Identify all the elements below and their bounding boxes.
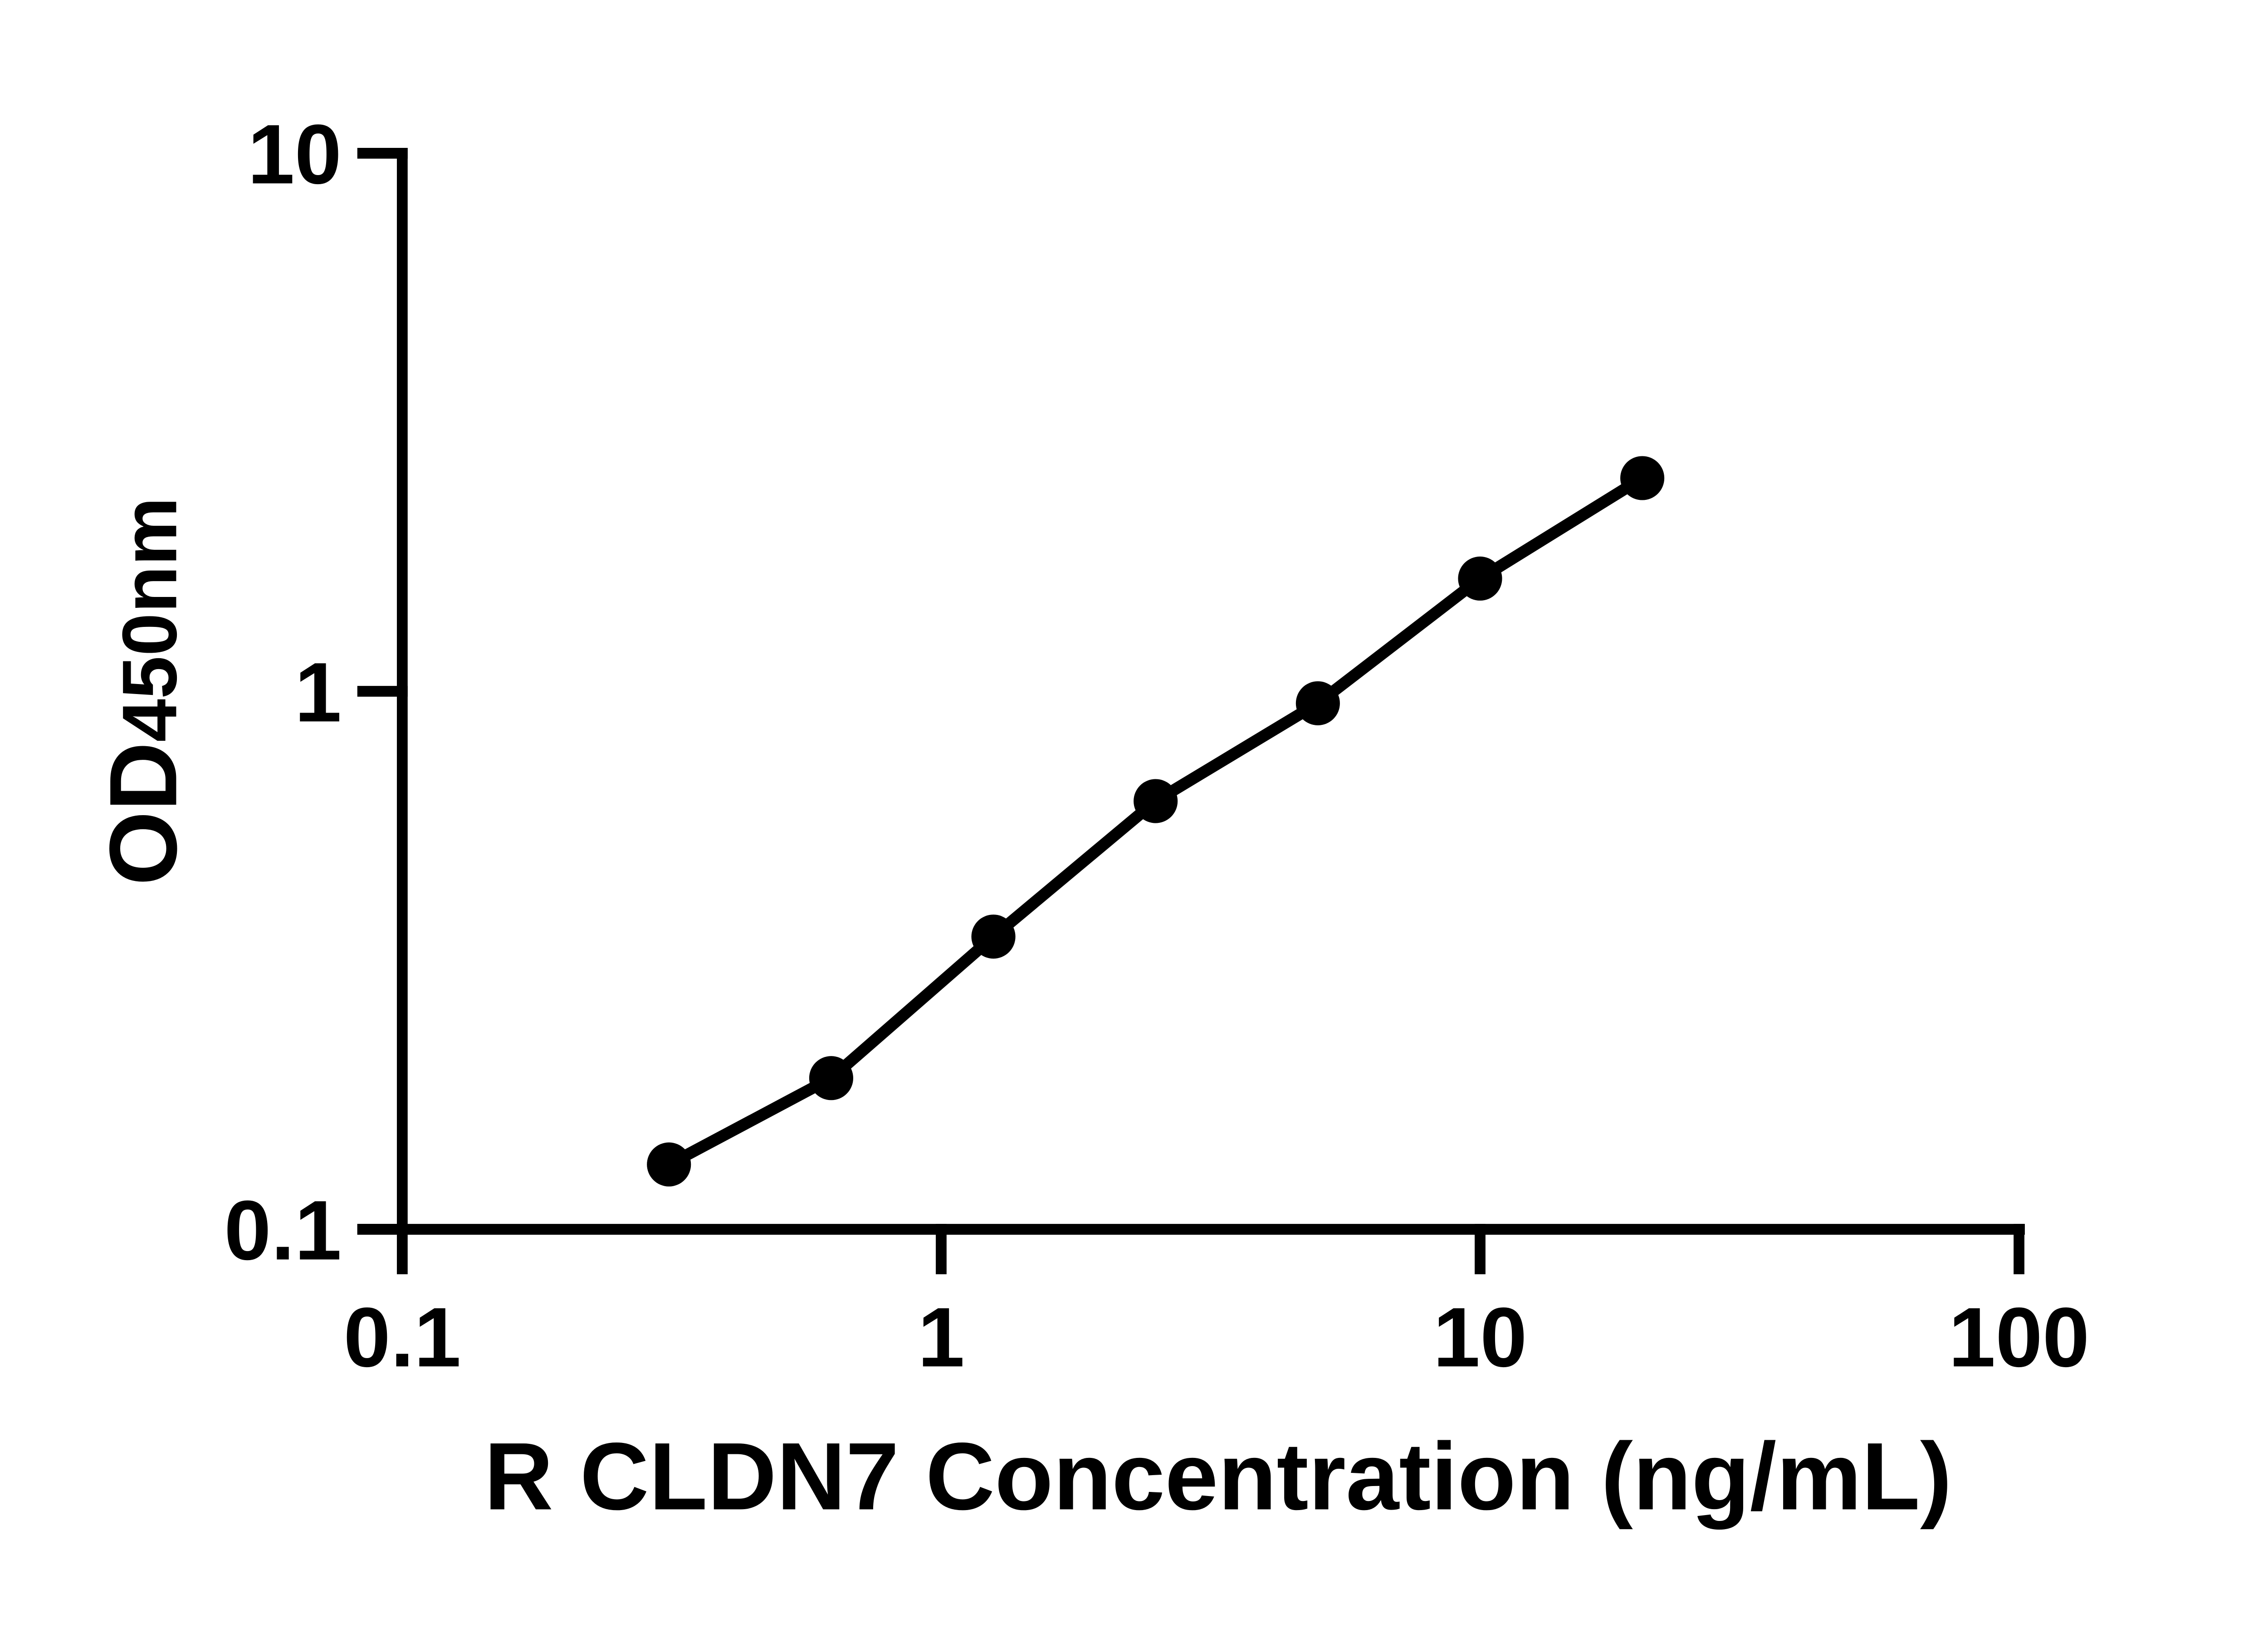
y-tick-label-1: 1 [294, 645, 342, 739]
y-axis-title-main: OD [89, 742, 196, 886]
tick-labels-layer: 0.1 1 10 100 0.1 1 10 [224, 107, 2089, 1384]
data-point-x0.3125 [647, 1142, 691, 1187]
y-tick-label-0.1: 0.1 [224, 1183, 342, 1277]
x-axis-title: R CLDN7 Concentration (ng/mL) [484, 1423, 1952, 1530]
data-point-x10 [1458, 556, 1502, 601]
y-axis-title: OD450nm [89, 497, 196, 886]
series-point-layer [647, 456, 1665, 1187]
axes-layer [357, 147, 2025, 1235]
data-point-x0.625 [809, 1056, 853, 1100]
x-tick-label-1: 1 [918, 1290, 965, 1384]
ticks-layer [357, 147, 2024, 1275]
x-tick-label-100: 100 [1949, 1290, 2090, 1384]
data-point-x20 [1620, 456, 1665, 500]
data-point-x5 [1295, 681, 1340, 725]
y-axis-title-sub: 450nm [107, 497, 193, 742]
x-tick-label-0.1: 0.1 [343, 1290, 461, 1384]
data-point-x2.5 [1134, 779, 1178, 823]
data-point-x1.25 [971, 914, 1016, 959]
y-tick-label-10: 10 [248, 107, 342, 201]
x-tick-label-10: 10 [1433, 1290, 1527, 1384]
